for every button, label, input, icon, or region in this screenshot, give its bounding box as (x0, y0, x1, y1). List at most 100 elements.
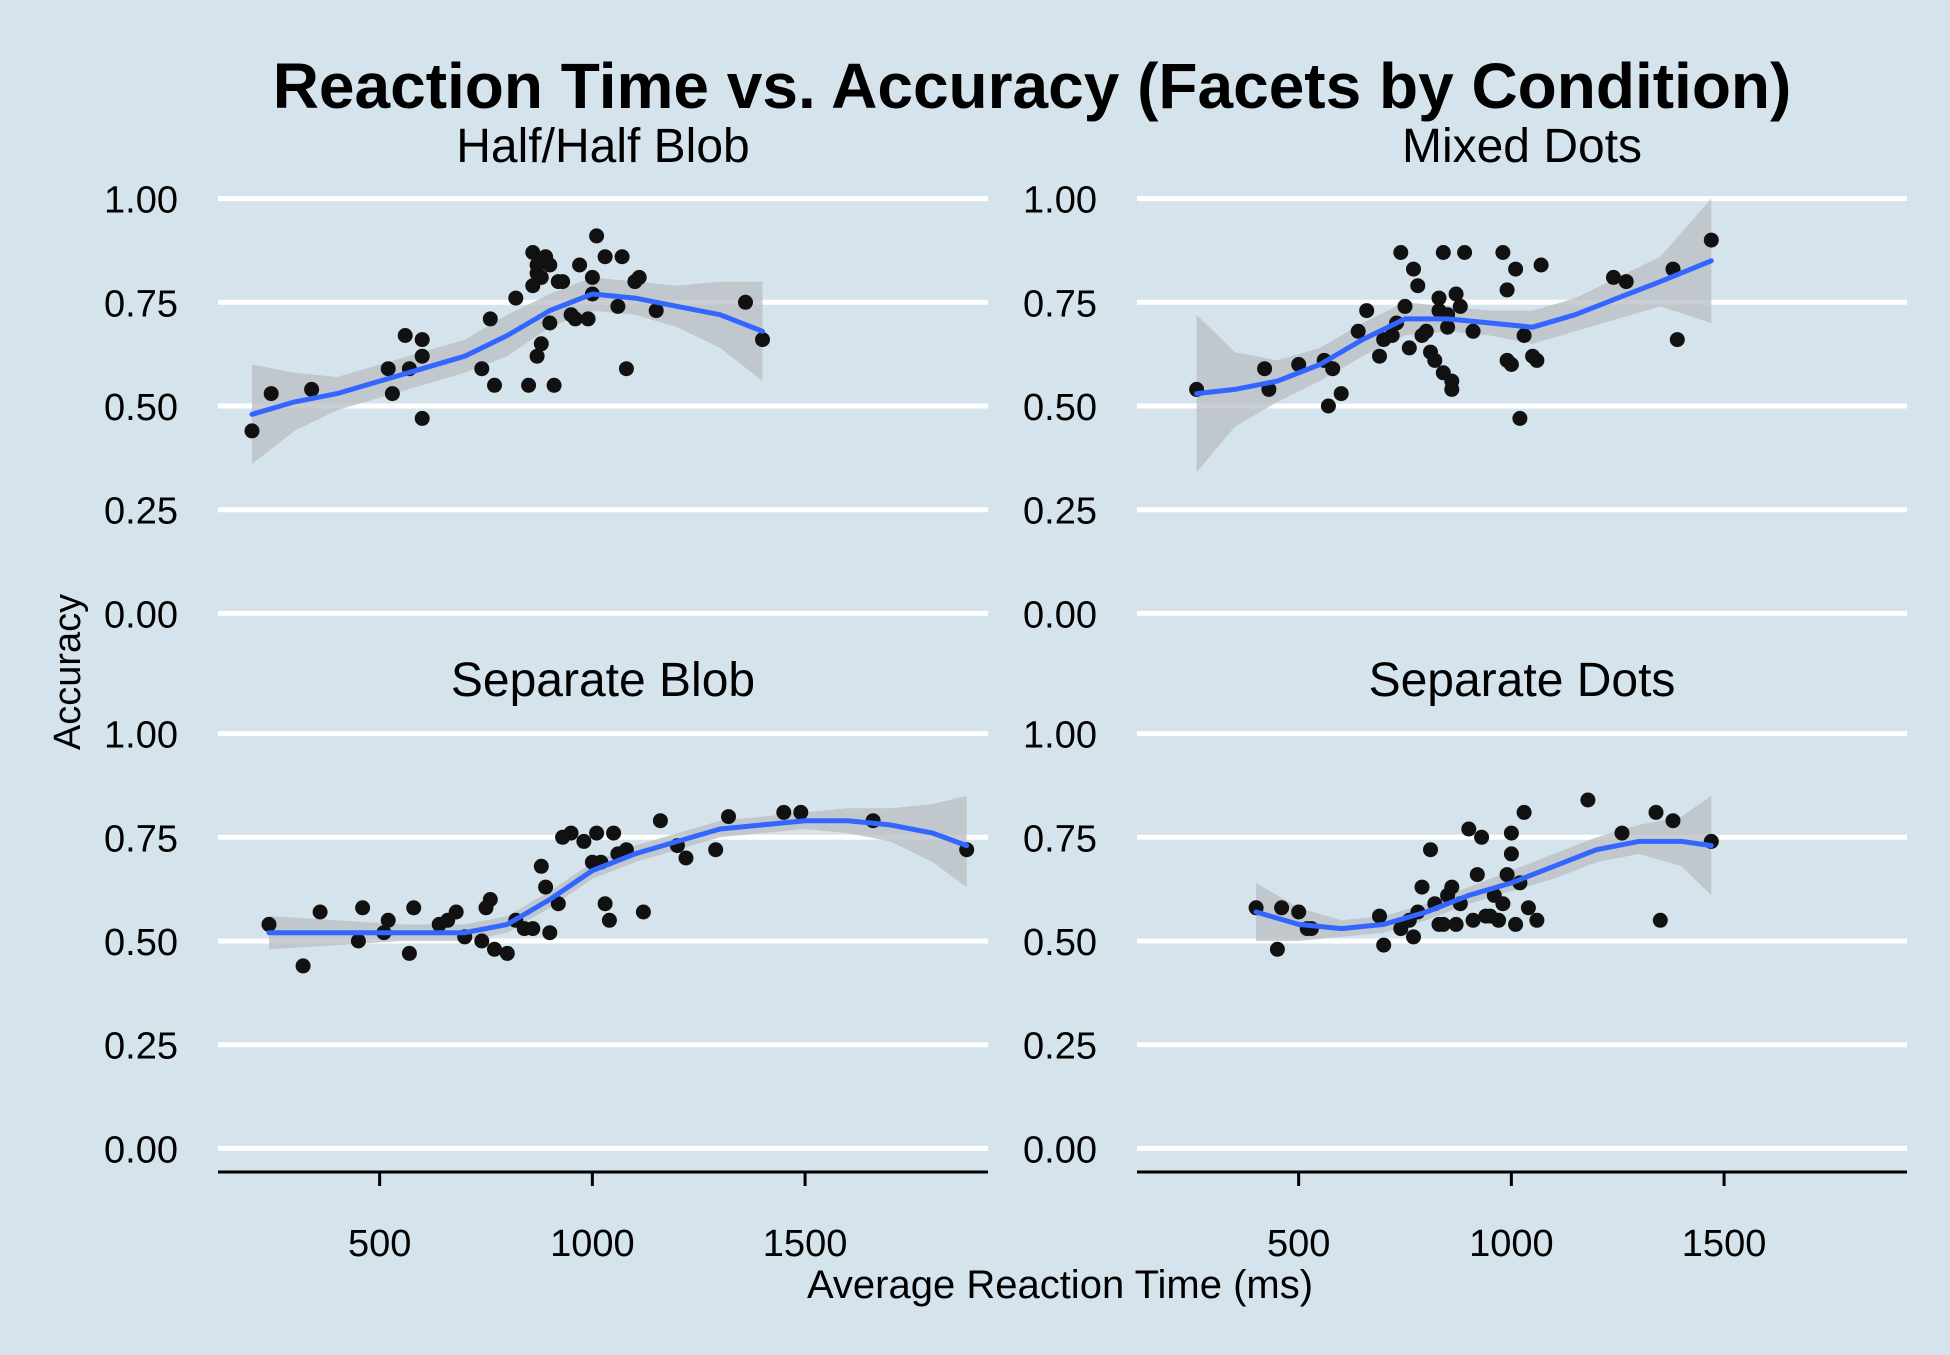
chart-title: Reaction Time vs. Accuracy (Facets by Co… (273, 50, 1792, 122)
x-tick-label: 500 (348, 1223, 411, 1265)
facet-panel: Mixed Dots 0.00 0.25 0.50 0.75 1.00 (1023, 120, 1907, 636)
facet-label: Mixed Dots (1402, 120, 1642, 173)
data-point (597, 249, 613, 265)
data-point (525, 245, 541, 260)
y-tick-label: 0.50 (104, 387, 178, 429)
data-point (1291, 904, 1307, 920)
data-point (635, 904, 651, 920)
data-point (1580, 792, 1596, 808)
data-point (1503, 825, 1519, 841)
data-point (1508, 261, 1524, 277)
y-tick-label: 0.00 (104, 1129, 178, 1171)
data-point (738, 294, 753, 310)
data-point (397, 328, 413, 343)
data-point (380, 361, 396, 377)
data-point (414, 410, 430, 426)
data-point (482, 311, 498, 327)
data-point (380, 912, 396, 928)
data-point (546, 377, 562, 393)
data-point (538, 879, 554, 895)
data-point (572, 257, 588, 273)
data-point (1376, 937, 1392, 953)
data-point (1410, 278, 1426, 294)
data-point (542, 925, 558, 941)
facet-label: Half/Half Blob (456, 120, 749, 173)
data-point (304, 381, 320, 397)
x-tick-label: 1500 (763, 1223, 848, 1265)
data-point (589, 228, 605, 244)
data-point (648, 303, 664, 319)
data-point (776, 804, 792, 820)
smooth-line (249, 291, 765, 417)
facet-panel: Separate Dots 0.00 0.25 0.50 0.75 1.00 500 1000… (1023, 654, 1907, 1265)
data-point (1614, 825, 1630, 841)
data-point (1648, 804, 1664, 820)
data-point (793, 804, 809, 820)
data-point (755, 332, 770, 348)
data-point (384, 386, 400, 402)
data-point (533, 858, 549, 874)
data-point (533, 336, 549, 352)
data-point (1320, 398, 1336, 414)
data-point (448, 904, 464, 920)
data-point (312, 904, 328, 920)
data-point (1431, 290, 1447, 306)
data-point (1512, 410, 1528, 426)
data-point (550, 896, 566, 912)
data-point (1452, 298, 1468, 314)
data-point (1444, 381, 1460, 397)
x-tick-label: 1500 (1682, 1223, 1767, 1265)
y-tick-label: 0.75 (104, 283, 178, 325)
facet-panel: Separate Blob 0.00 0.25 0.50 0.75 1.00 500 1000… (104, 654, 988, 1265)
data-point (1427, 352, 1443, 368)
y-tick-label: 1.00 (1023, 715, 1097, 757)
y-tick-label: 0.25 (104, 491, 178, 533)
data-point (508, 290, 524, 306)
facet-label: Separate Blob (451, 654, 755, 707)
data-point (555, 274, 571, 290)
data-point (631, 269, 647, 285)
data-point (1491, 912, 1507, 928)
data-point (1495, 245, 1511, 260)
data-point (1516, 804, 1532, 820)
y-tick-label: 1.00 (104, 180, 178, 222)
smooth-line (1253, 838, 1714, 932)
data-point (263, 386, 279, 402)
data-point (1499, 282, 1515, 298)
data-point (678, 850, 694, 866)
data-point (1508, 916, 1524, 932)
data-point (606, 825, 622, 841)
y-tick-label: 0.25 (1023, 491, 1097, 533)
y-tick-label: 0.25 (104, 1026, 178, 1068)
data-point (1423, 842, 1438, 858)
data-point (487, 377, 502, 393)
data-point (1406, 929, 1421, 945)
data-point (1291, 357, 1307, 372)
data-point (1393, 245, 1409, 260)
data-point (1618, 274, 1634, 290)
data-point (1435, 916, 1451, 932)
data-point (1257, 361, 1273, 377)
data-point (1444, 879, 1460, 895)
data-point (1520, 900, 1536, 916)
data-point (1465, 323, 1481, 339)
data-point (1440, 319, 1456, 335)
data-point (1397, 298, 1413, 314)
data-point (542, 257, 558, 273)
y-tick-label: 0.00 (104, 594, 178, 636)
y-tick-label: 1.00 (1023, 180, 1097, 222)
confidence-ribbon (252, 277, 763, 465)
data-point (1499, 867, 1515, 883)
y-tick-label: 0.75 (104, 818, 178, 860)
data-point (1669, 332, 1685, 348)
data-point (1401, 340, 1417, 356)
data-point (1414, 879, 1430, 895)
data-point (1269, 941, 1285, 957)
data-point (589, 825, 605, 841)
data-point (355, 900, 371, 916)
y-tick-label: 0.50 (1023, 387, 1097, 429)
data-point (1384, 328, 1400, 343)
data-point (1448, 916, 1464, 932)
